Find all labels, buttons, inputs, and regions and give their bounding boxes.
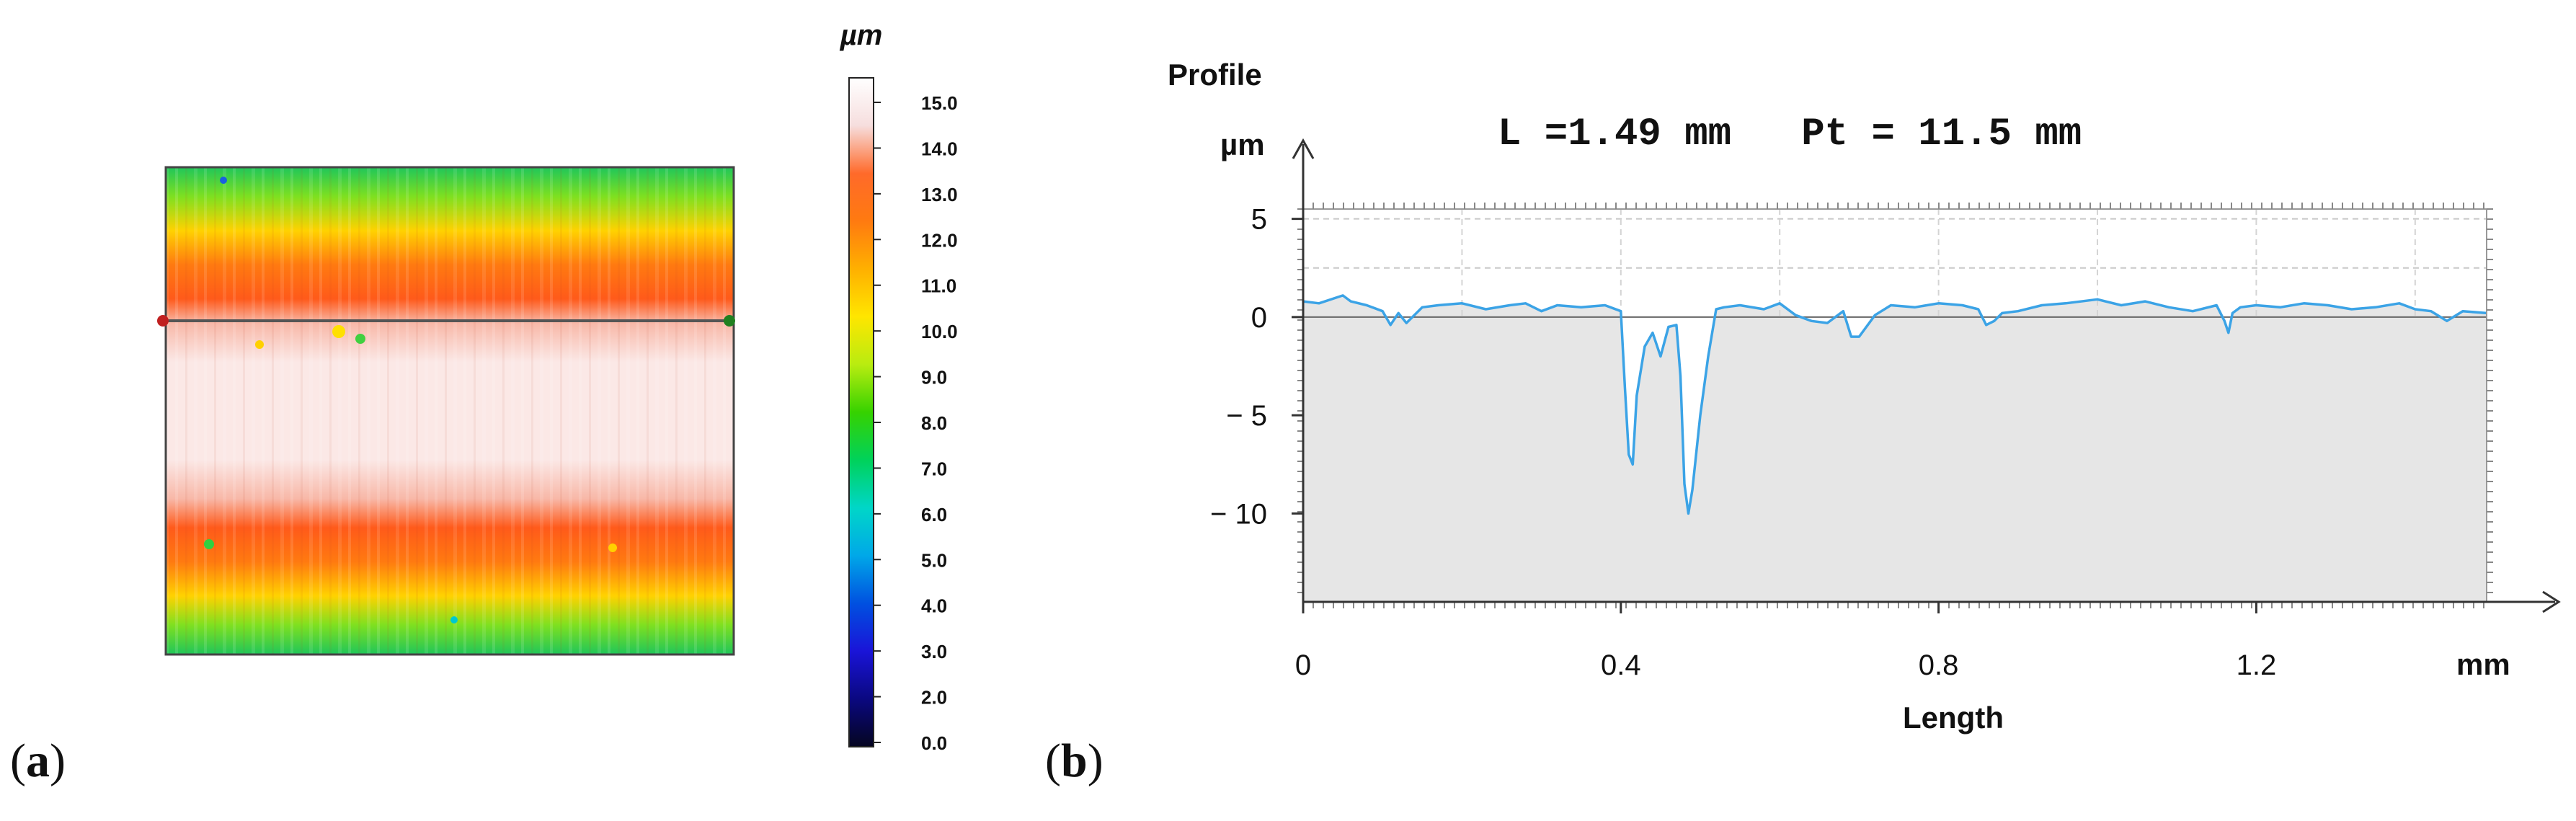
y-tick-label: − 5 bbox=[1226, 400, 1267, 432]
y-tick-label: 5 bbox=[1251, 204, 1267, 236]
chart-ylabel-top: Profile bbox=[1168, 58, 1262, 92]
profile-fill bbox=[1303, 295, 2487, 602]
colorbar-tick-label: 11.0 bbox=[921, 275, 956, 297]
surface-map bbox=[157, 166, 735, 656]
colorbar-tick-label: 10.0 bbox=[921, 321, 958, 342]
colorbar-bar bbox=[848, 77, 874, 747]
colorbar-tick-label: 12.0 bbox=[921, 229, 958, 251]
colorbar-tick-label: 14.0 bbox=[921, 138, 958, 159]
colorbar-tick-label: 15.0 bbox=[921, 92, 958, 114]
surface-spot bbox=[255, 340, 264, 349]
colorbar-tick-label: 2.0 bbox=[921, 687, 947, 709]
colorbar-unit: µm bbox=[840, 19, 883, 51]
x-tick-label: 0.4 bbox=[1601, 649, 1641, 681]
profile-end-handle[interactable] bbox=[724, 315, 735, 327]
surface-spot bbox=[450, 616, 458, 623]
surface-map-texture bbox=[166, 167, 734, 654]
surface-map-border bbox=[164, 166, 735, 656]
chart-ylabel-unit: µm bbox=[1220, 128, 1265, 161]
x-axis-arrow bbox=[2542, 590, 2561, 613]
profile-start-handle[interactable] bbox=[157, 315, 169, 327]
colorbar-tick-label: 5.0 bbox=[921, 549, 947, 571]
chart-header: L =1.49 mm Pt = 11.5 mm bbox=[1498, 112, 2082, 156]
surface-spot bbox=[608, 543, 617, 552]
colorbar-tick-label: 8.0 bbox=[921, 412, 947, 434]
colorbar-tick-label: 9.0 bbox=[921, 367, 947, 389]
colorbar-tick-label: 6.0 bbox=[921, 504, 947, 525]
profile-line bbox=[1302, 294, 2487, 515]
colorbar-tick-label: 7.0 bbox=[921, 458, 947, 479]
x-tick-label: 0.8 bbox=[1919, 649, 1959, 681]
surface-spot bbox=[204, 539, 214, 549]
x-tick-label: 0 bbox=[1295, 649, 1311, 681]
colorbar-tick-label: 3.0 bbox=[921, 641, 947, 662]
colorbar-ticks: 15.0 14.0 13.0 12.0 11.0 10.0 9.0 8.0 7.0 6.0 5.0 4… bbox=[874, 92, 958, 754]
colorbar-tick-label: 4.0 bbox=[921, 595, 947, 617]
colorbar-tick-label: 13.0 bbox=[921, 184, 958, 205]
y-tick-label: 0 bbox=[1251, 302, 1267, 334]
chart-xlabel: Length bbox=[1903, 701, 2004, 735]
profile-chart: Profile µm L =1.49 mm Pt = 11.5 mm mm Le… bbox=[1168, 58, 2561, 735]
y-tick-label: − 10 bbox=[1210, 498, 1267, 530]
surface-spot bbox=[332, 325, 345, 338]
colorbar-tick-label: 0.0 bbox=[921, 732, 947, 754]
chart-xunit: mm bbox=[2456, 647, 2510, 681]
colorbar: µm 15.0 14.0 13.0 12.0 11.0 10.0 9.0 8.0 7.0 6.0 5… bbox=[840, 19, 958, 754]
x-tick-label: 1.2 bbox=[2237, 649, 2277, 681]
surface-spot bbox=[355, 334, 365, 344]
surface-spot bbox=[220, 177, 227, 184]
panel-label-b: (b) bbox=[1045, 735, 1103, 787]
plot-area: 5 0 − 5 − 10 0 0.4 0.8 1.2 bbox=[1210, 138, 2561, 681]
y-axis-arrow bbox=[1292, 138, 1315, 159]
panel-label-a: (a) bbox=[10, 735, 66, 787]
